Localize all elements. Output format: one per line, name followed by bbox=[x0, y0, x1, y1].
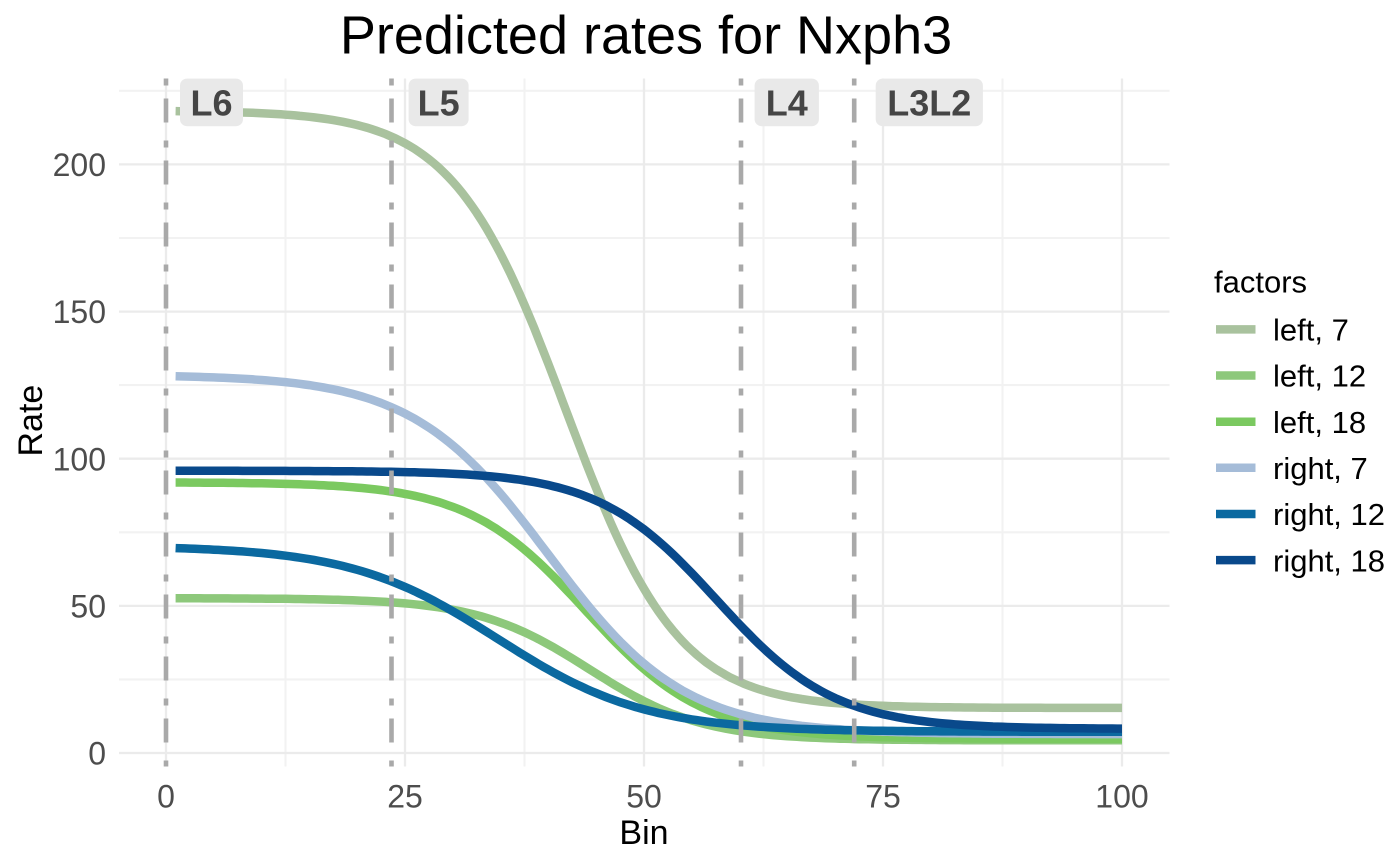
svg-text:left, 12: left, 12 bbox=[1273, 359, 1366, 394]
svg-text:100: 100 bbox=[53, 441, 106, 477]
svg-text:50: 50 bbox=[626, 779, 662, 815]
svg-text:left, 7: left, 7 bbox=[1273, 313, 1349, 348]
svg-text:0: 0 bbox=[157, 779, 175, 815]
svg-text:200: 200 bbox=[53, 147, 106, 183]
svg-text:50: 50 bbox=[70, 589, 106, 625]
svg-text:L3L2: L3L2 bbox=[887, 82, 971, 123]
svg-text:L6: L6 bbox=[190, 82, 232, 123]
svg-text:right, 7: right, 7 bbox=[1273, 451, 1368, 486]
svg-text:right, 18: right, 18 bbox=[1273, 543, 1385, 578]
svg-text:L5: L5 bbox=[418, 82, 460, 123]
svg-text:Rate: Rate bbox=[12, 385, 50, 457]
svg-text:left, 18: left, 18 bbox=[1273, 405, 1366, 440]
svg-text:100: 100 bbox=[1095, 779, 1148, 815]
svg-text:Predicted rates for Nxph3: Predicted rates for Nxph3 bbox=[340, 6, 952, 66]
svg-text:150: 150 bbox=[53, 294, 106, 330]
svg-text:75: 75 bbox=[865, 779, 901, 815]
svg-text:right, 12: right, 12 bbox=[1273, 497, 1385, 532]
svg-text:25: 25 bbox=[387, 779, 423, 815]
svg-text:Bin: Bin bbox=[619, 814, 668, 852]
svg-text:0: 0 bbox=[88, 736, 106, 772]
svg-text:factors: factors bbox=[1214, 265, 1307, 300]
svg-text:L4: L4 bbox=[766, 82, 808, 123]
